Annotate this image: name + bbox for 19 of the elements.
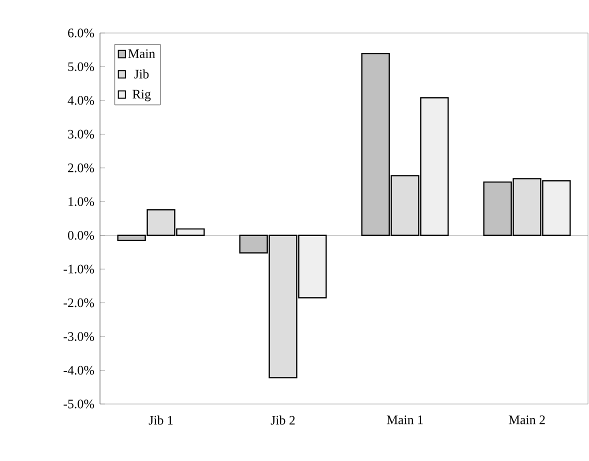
y-tick-label: 1.0% [68,197,94,206]
y-tick-label: 4.0% [68,96,94,105]
legend-label: Main [128,49,156,58]
x-tick-label: Main 2 [508,416,545,424]
y-tick-label: 6.0% [68,28,94,38]
y-tick-label: 0.0% [68,230,94,240]
y-tick-label: -1.0% [64,264,94,274]
y-tick-label: 3.0% [68,130,94,139]
legend-label: Rig [132,90,151,102]
y-tick-label: -4.0% [64,366,94,375]
y-tick-label: -2.0% [64,298,94,308]
y-tick-label: -3.0% [64,332,94,341]
x-tick-label: Jib 1 [148,416,173,425]
x-tick-label: Main 1 [386,416,423,424]
y-tick-label: 5.0% [68,62,94,72]
y-tick-label: -5.0% [64,400,94,408]
y-tick-label: 2.0% [68,164,94,172]
x-tick-label: Jib 2 [270,416,295,425]
legend-label: Jib [134,69,149,78]
